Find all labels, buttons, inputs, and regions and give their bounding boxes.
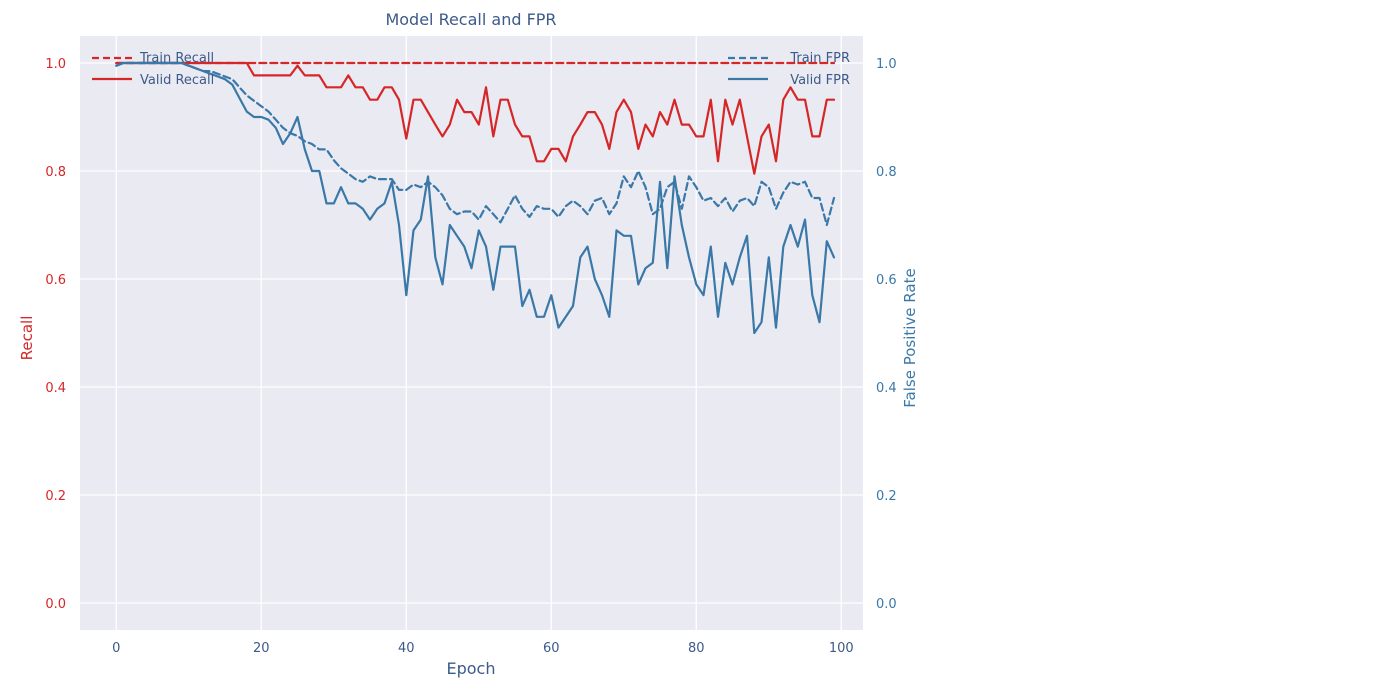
series-line-valid-recall [115, 61, 836, 175]
y-tick-left-label: 0.0 [45, 597, 66, 612]
legend-left: Train Recall Valid Recall [92, 51, 214, 88]
y-axis-right-label: False Positive Rate [901, 268, 919, 407]
y-axis-left-label: Recall [18, 316, 36, 361]
series-line-valid-fpr [115, 61, 836, 335]
y-tick-right-label: 1.0 [876, 57, 897, 72]
x-axis-label: Epoch [447, 659, 496, 678]
legend-label-train-fpr: Train FPR [789, 51, 850, 66]
x-tick-label: 0 [112, 641, 120, 656]
x-tick-label: 100 [829, 641, 854, 656]
y-tick-right-label: 0.0 [876, 597, 897, 612]
x-axis-ticks: 0 20 40 60 80 100 [112, 641, 854, 656]
x-tick-label: 20 [253, 641, 270, 656]
series-line-train-fpr [115, 61, 836, 227]
x-tick-label: 60 [543, 641, 560, 656]
plot-background [80, 36, 863, 630]
legend-label-valid-fpr: Valid FPR [790, 73, 850, 88]
x-tick-label: 80 [688, 641, 705, 656]
legend-right: Train FPR Valid FPR [728, 51, 850, 88]
x-tick-label: 40 [398, 641, 415, 656]
right-axis-ticks: 0.0 0.2 0.4 0.6 0.8 1.0 [876, 57, 897, 612]
chart-title: Model Recall and FPR [385, 10, 556, 29]
y-tick-left-label: 0.6 [45, 273, 66, 288]
y-tick-right-label: 0.4 [876, 381, 897, 396]
y-tick-left-label: 0.4 [45, 381, 66, 396]
y-tick-right-label: 0.2 [876, 489, 897, 504]
left-axis-ticks: 0.0 0.2 0.4 0.6 0.8 1.0 [45, 57, 66, 612]
legend-label-valid-recall: Valid Recall [140, 73, 214, 88]
y-tick-right-label: 0.6 [876, 273, 897, 288]
y-tick-left-label: 1.0 [45, 57, 66, 72]
y-tick-left-label: 0.2 [45, 489, 66, 504]
series-layer [115, 61, 836, 335]
y-tick-left-label: 0.8 [45, 165, 66, 180]
legend-label-train-recall: Train Recall [139, 51, 214, 66]
y-tick-right-label: 0.8 [876, 165, 897, 180]
